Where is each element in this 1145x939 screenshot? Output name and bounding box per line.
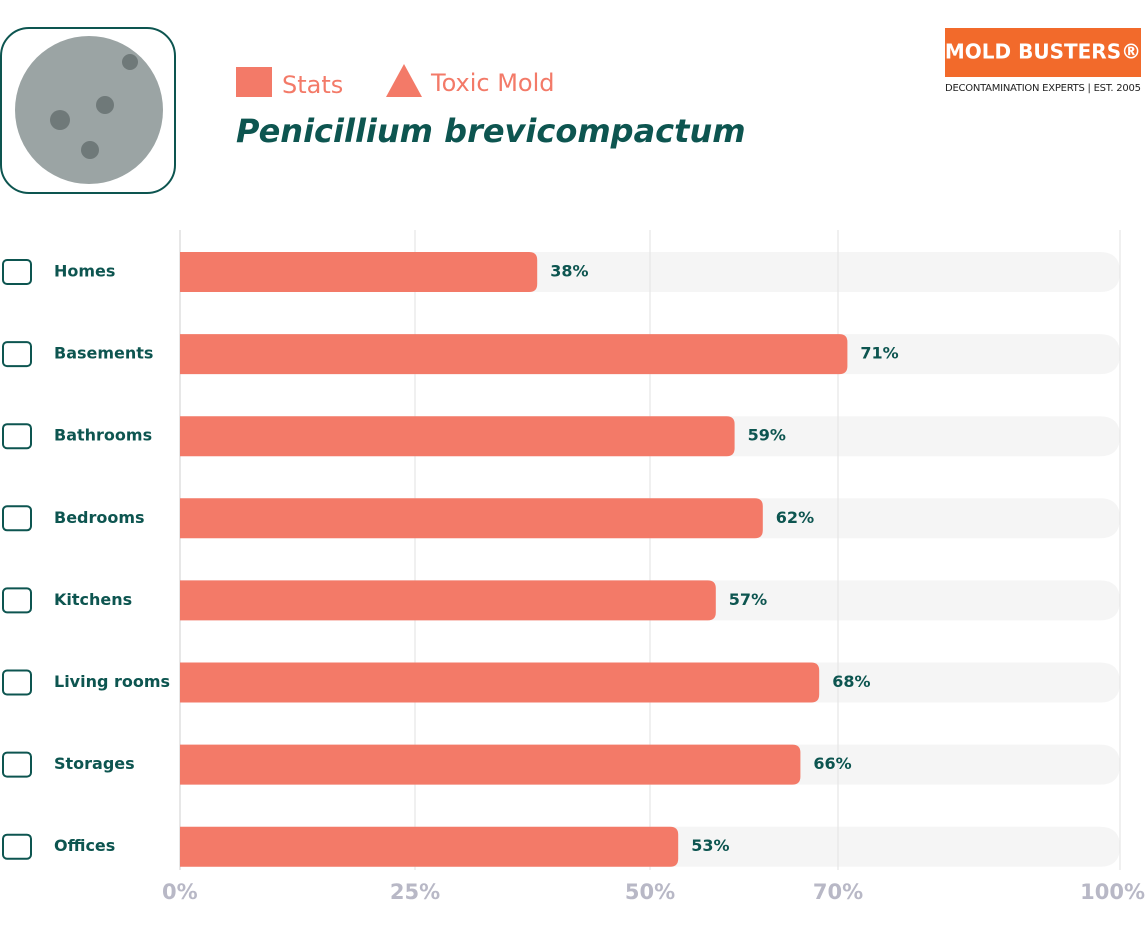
mold-image [15, 36, 163, 184]
tagline: DECONTAMINATION EXPERTS | EST. 2005 [945, 83, 1141, 94]
bar [180, 252, 538, 292]
x-tick-label: 25% [390, 880, 440, 904]
bar [180, 662, 820, 703]
category-label: Basements [54, 344, 153, 363]
bar [180, 744, 801, 785]
category-label: Bathrooms [54, 426, 152, 445]
category-label: Kitchens [54, 590, 132, 609]
category-icon [2, 341, 32, 368]
category-icon [2, 505, 32, 532]
value-label: 62% [776, 508, 814, 527]
chart-title: Penicillium brevicompactum [236, 112, 746, 150]
category-icon [2, 587, 32, 614]
warning-icon [386, 64, 422, 97]
value-label: 66% [813, 754, 851, 773]
tag: Toxic Mold [430, 69, 555, 97]
x-tick-label: 70% [813, 880, 863, 904]
bar [180, 416, 735, 457]
logo-box [945, 28, 1141, 77]
value-label: 71% [860, 344, 898, 363]
category-label: Living rooms [54, 672, 170, 691]
x-tick-label: 0% [162, 880, 198, 904]
spore [50, 110, 70, 130]
category-icon [2, 669, 32, 696]
category-icon [2, 751, 32, 778]
value-label: 38% [550, 262, 588, 281]
bar [180, 334, 848, 375]
spore [122, 54, 138, 70]
value-label: 53% [691, 836, 729, 855]
category-label: Bedrooms [54, 508, 145, 527]
value-label: 57% [729, 590, 767, 609]
stats-icon [236, 67, 272, 97]
spore [96, 96, 114, 114]
category-label: Storages [54, 754, 135, 773]
bar [180, 826, 679, 867]
category-label: Homes [54, 262, 115, 281]
x-tick-label: 100% [1080, 880, 1145, 904]
bar [180, 498, 763, 539]
category-label: Offices [54, 836, 115, 855]
bar [180, 580, 716, 621]
value-label: 68% [832, 672, 870, 691]
category-icon [2, 833, 32, 860]
category-icon [2, 259, 32, 285]
tag: Stats [282, 71, 343, 99]
spore [81, 141, 99, 159]
value-label: 59% [748, 426, 786, 445]
category-icon [2, 423, 32, 450]
x-tick-label: 50% [625, 880, 675, 904]
brand: MOLD BUSTERS® [945, 40, 1141, 64]
